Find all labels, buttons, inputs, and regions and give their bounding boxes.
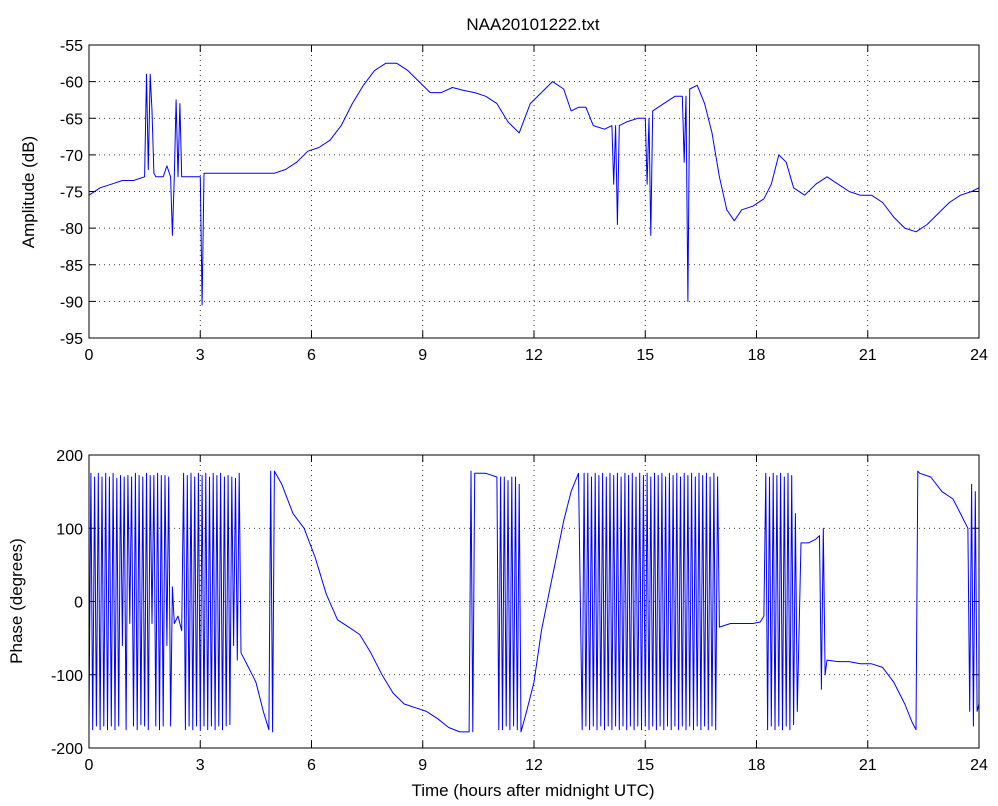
y-tick-label: 0: [74, 595, 83, 612]
amplitude-y-axis-label: Amplitude (dB): [19, 136, 38, 248]
x-tick-label: 0: [85, 347, 94, 364]
amplitude-ticks: 0 3 6 9 12 15 18 21 24 -95 -90 -85 -80 -75 -70 -65 -60 -5…: [60, 38, 988, 364]
chart-title: NAA20101222.txt: [466, 15, 600, 34]
x-tick-label: 3: [196, 757, 205, 774]
y-tick-label: -65: [60, 111, 83, 128]
y-tick-label: -55: [60, 38, 83, 55]
amplitude-axes-box: [88, 44, 980, 339]
x-tick-label: 21: [859, 347, 877, 364]
x-tick-label: 9: [418, 757, 427, 774]
amplitude-series: [88, 62, 980, 306]
phase-series: [88, 470, 980, 733]
y-tick-label: -100: [51, 668, 83, 685]
phase-x-axis-label: Time (hours after midnight UTC): [411, 781, 654, 800]
y-tick-label: 200: [56, 448, 83, 465]
phase-ticks: 0 3 6 9 12 15 18 21 24 -200 -100 0 100 200: [51, 448, 988, 774]
y-tick-label: 100: [56, 521, 83, 538]
x-tick-label: 0: [85, 757, 94, 774]
x-tick-label: 24: [970, 347, 988, 364]
x-tick-label: 18: [748, 347, 766, 364]
y-tick-label: -70: [60, 148, 83, 165]
phase-series-line: [88, 470, 980, 733]
x-tick-label: 12: [525, 347, 543, 364]
x-tick-label: 15: [636, 347, 654, 364]
x-tick-label: 6: [307, 347, 316, 364]
y-tick-label: -85: [60, 258, 83, 275]
amplitude-chart: NAA20101222.txt 0 3 6 9 12 15 18 21 24 -95 -90 -85 -…: [19, 15, 988, 364]
x-tick-label: 15: [636, 757, 654, 774]
phase-y-axis-label: Phase (degrees): [7, 538, 26, 664]
amplitude-series-line: [88, 62, 980, 306]
y-tick-label: -90: [60, 294, 83, 311]
x-tick-label: 24: [970, 757, 988, 774]
y-tick-label: -60: [60, 75, 83, 92]
y-tick-label: -75: [60, 185, 83, 202]
phase-axes-box: [88, 454, 980, 749]
x-tick-label: 21: [859, 757, 877, 774]
y-tick-label: -200: [51, 741, 83, 758]
y-tick-label: -95: [60, 331, 83, 348]
phase-grid: [89, 455, 979, 748]
x-tick-label: 18: [748, 757, 766, 774]
x-tick-label: 6: [307, 757, 316, 774]
x-tick-label: 9: [418, 347, 427, 364]
x-tick-label: 3: [196, 347, 205, 364]
amplitude-grid: [89, 45, 979, 338]
phase-chart: 0 3 6 9 12 15 18 21 24 -200 -100 0 100 200 Phase (deg…: [7, 448, 988, 800]
y-tick-label: -80: [60, 221, 83, 238]
x-tick-label: 12: [525, 757, 543, 774]
